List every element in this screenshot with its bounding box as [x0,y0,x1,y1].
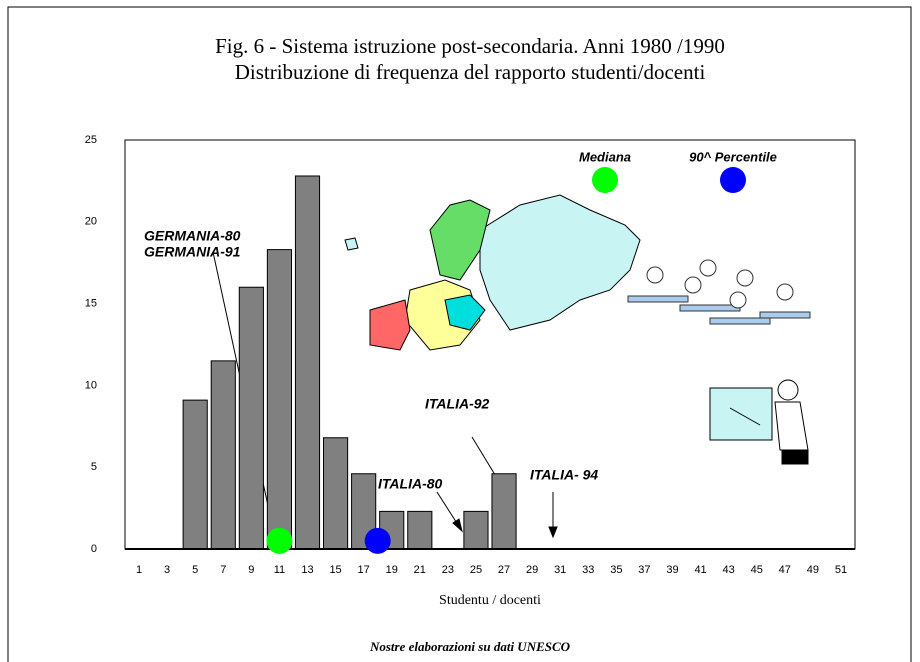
bar [294,175,321,550]
annotation: GERMANIA-91 [144,244,241,260]
europe-map [344,194,641,351]
x-tick-label: 15 [329,564,341,576]
x-tick-label: 25 [470,564,482,576]
y-tick-label: 0 [91,543,97,555]
bar [210,360,236,550]
x-tick-label: 29 [526,564,538,576]
legend-swatch [592,167,618,193]
annotation: ITALIA- 94 [530,467,598,483]
x-tick-label: 17 [358,564,370,576]
bar [491,473,517,550]
marker [364,527,391,554]
annotation: GERMANIA-80 [144,228,241,244]
marker [266,527,293,554]
bar [463,510,489,550]
x-tick-label: 49 [807,564,819,576]
chart-title: Fig. 6 - Sistema istruzione post-seconda… [215,34,725,58]
legend-swatch [720,167,746,193]
x-tick-label: 33 [582,564,594,576]
x-tick-label: 43 [723,564,735,576]
teacher-clipart [709,379,809,465]
chart-subtitle: Distribuzione di frequenza del rapporto … [235,60,706,84]
bar [266,249,292,550]
students-clipart [627,259,811,325]
x-tick-label: 27 [498,564,510,576]
source-note: Nostre elaborazioni su dati UNESCO [369,639,571,654]
x-tick-label: 41 [694,564,706,576]
x-tick-label: 19 [386,564,398,576]
x-tick-label: 45 [751,564,763,576]
x-axis-label: Studentu / docenti [439,593,541,608]
x-tick-label: 11 [274,564,285,576]
x-tick-label: 5 [192,564,198,576]
bar [323,437,349,550]
x-tick-label: 23 [442,564,454,576]
y-tick-label: 20 [85,216,97,228]
x-tick-label: 37 [638,564,650,576]
y-tick-label: 10 [85,379,97,391]
y-tick-label: 25 [85,134,97,146]
bar [407,510,433,550]
x-tick-label: 7 [220,564,226,576]
bar [182,399,208,550]
legend-label: 90^ Percentile [689,149,777,164]
x-tick-label: 39 [666,564,678,576]
x-tick-label: 1 [136,564,142,576]
annotation: ITALIA-92 [425,396,490,412]
x-tick-label: 3 [164,564,170,576]
x-tick-label: 31 [554,564,566,576]
legend-label: Mediana [579,149,631,164]
x-tick-label: 35 [610,564,622,576]
annotation: ITALIA-80 [378,476,443,492]
y-tick-label: 5 [91,461,97,473]
y-tick-label: 15 [85,298,97,310]
x-tick-label: 47 [779,564,791,576]
x-tick-label: 13 [301,564,313,576]
x-tick-label: 9 [248,564,254,576]
x-tick-label: 51 [835,564,847,576]
x-tick-label: 21 [414,564,426,576]
bar [238,286,264,550]
